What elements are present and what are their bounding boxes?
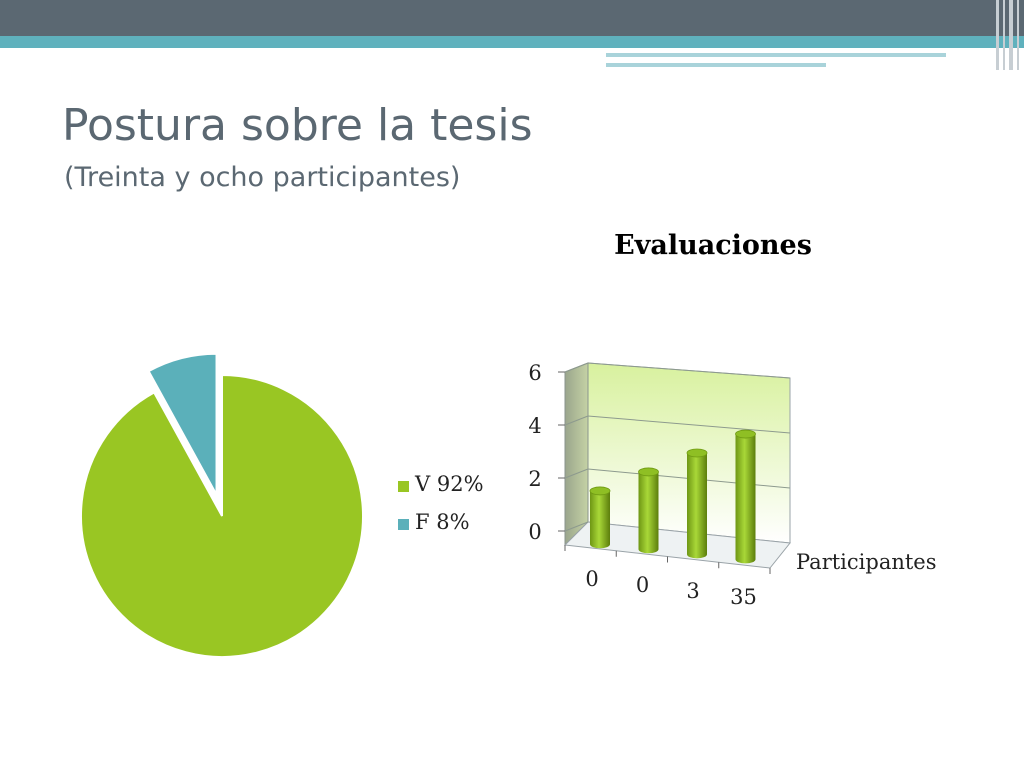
bar-chart-title: Evaluaciones	[614, 230, 812, 261]
bar-legend-label: Participantes	[796, 550, 937, 574]
bar-cylinder	[686, 448, 708, 559]
x-tick-label: 3	[686, 579, 699, 603]
x-tick-label: 0	[585, 567, 598, 591]
bar-cylinder	[735, 429, 756, 564]
y-tick-label: 2	[528, 467, 541, 491]
y-tick-label: 0	[528, 520, 541, 544]
bar-gridline	[587, 415, 791, 434]
slide-title: Postura sobre la tesis	[62, 100, 533, 151]
bar-gridline-side	[564, 362, 589, 373]
accent-line-lower	[606, 63, 826, 67]
header-band	[0, 0, 1024, 36]
pie-legend-swatch	[398, 481, 409, 492]
bar-cylinder	[638, 467, 659, 554]
pie-legend-label: F 8%	[415, 510, 470, 534]
x-tick-label: 0	[636, 573, 649, 597]
slide-subtitle: (Treinta y ocho participantes)	[64, 162, 461, 193]
y-tick-label: 6	[528, 361, 541, 385]
x-tick-label: 35	[730, 585, 757, 609]
bar-gridline-side	[564, 521, 589, 532]
header-accent-band	[0, 36, 1024, 48]
pie-chart	[80, 352, 364, 658]
pie-legend-label: V 92%	[414, 472, 484, 496]
pie-slice-1	[80, 373, 364, 658]
bar-cylinder	[589, 486, 611, 549]
bar-gridline-side	[564, 468, 589, 479]
pie-legend-swatch	[398, 519, 409, 530]
pie-slice-2	[147, 352, 218, 496]
accent-line-upper	[606, 53, 946, 57]
bar-chart: 0 2 4 6 0 0 3 35 Participantes	[528, 361, 936, 609]
bar-floor	[563, 521, 791, 569]
bar-gridline-side	[564, 415, 589, 426]
pie-legend: V 92% F 8%	[398, 472, 484, 534]
corner-decoration	[994, 0, 1024, 70]
bar-gridline	[587, 362, 791, 379]
y-tick-label: 4	[528, 414, 541, 438]
bar-side-wall	[564, 362, 589, 547]
